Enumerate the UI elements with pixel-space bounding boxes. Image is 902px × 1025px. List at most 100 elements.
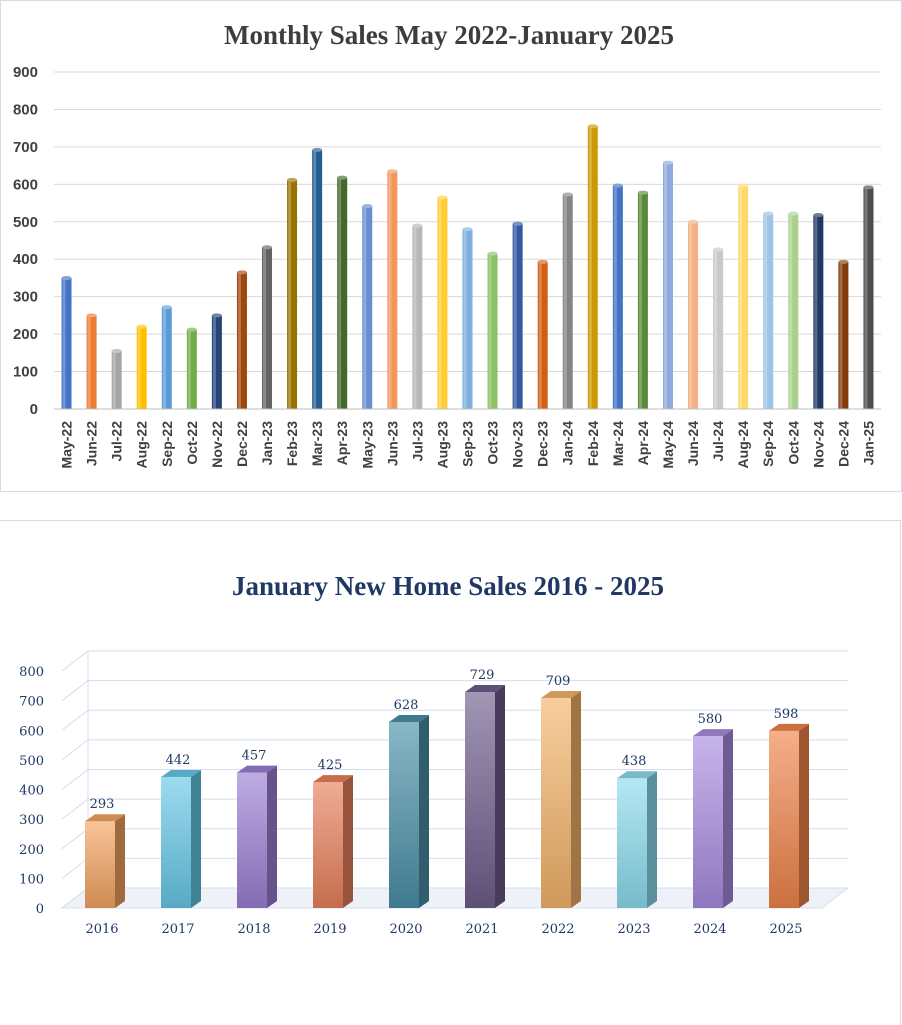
bar	[512, 221, 523, 409]
bar-highlight	[313, 149, 317, 409]
bar-face	[662, 162, 673, 409]
data-label: 729	[470, 668, 495, 683]
x-tick-label: Apr-23	[334, 421, 350, 466]
bar-face	[763, 213, 774, 409]
bar-face	[61, 277, 72, 409]
bar	[61, 275, 72, 409]
x-axis-ticks: 2016 2017 2018 2019 2020 2021 2022 2023 2024 2025	[85, 922, 802, 937]
bar-cap	[612, 183, 623, 188]
bar	[85, 814, 125, 908]
bar-top	[465, 685, 505, 693]
bar-side	[723, 729, 733, 908]
bar-side	[495, 685, 505, 908]
y-tick-label: 700	[13, 139, 38, 156]
bar	[161, 305, 172, 409]
bar	[312, 147, 323, 409]
bar-cap	[211, 313, 222, 318]
x-tick-label: Sep-22	[159, 421, 175, 467]
bar-side	[191, 770, 201, 908]
bar-face	[688, 221, 699, 409]
bar-cap	[838, 259, 849, 264]
bar	[562, 192, 573, 409]
bar-face	[186, 329, 197, 409]
bar-highlight	[689, 221, 693, 409]
data-label: 598	[774, 707, 799, 722]
bar-face	[713, 249, 724, 409]
x-tick-label: Feb-24	[585, 421, 601, 466]
x-tick-label: May-23	[359, 421, 375, 469]
bar-cap	[713, 247, 724, 252]
bars	[85, 685, 809, 908]
bar	[337, 175, 348, 409]
y-tick-label: 400	[19, 784, 44, 799]
y-tick-label: 600	[13, 176, 38, 193]
bar-top	[313, 775, 353, 783]
bar-cap	[662, 160, 673, 165]
bar	[617, 771, 657, 908]
bar-highlight	[438, 197, 442, 409]
bar	[462, 227, 473, 409]
bar-highlight	[87, 315, 91, 409]
bar-cap	[86, 313, 97, 318]
y-tick-label: 800	[19, 665, 44, 680]
bar-cap	[512, 221, 523, 226]
bar	[587, 124, 598, 410]
bar-highlight	[62, 277, 66, 409]
x-tick-label: Nov-23	[510, 421, 526, 468]
data-label: 438	[622, 754, 647, 769]
bar-highlight	[839, 261, 843, 409]
bar	[437, 195, 448, 409]
x-tick-label: Aug-24	[735, 421, 751, 469]
bar-side	[799, 723, 809, 908]
bar-cap	[186, 327, 197, 332]
bar	[763, 211, 774, 409]
bar	[487, 251, 498, 409]
x-tick-label: Aug-22	[134, 421, 150, 469]
bar	[769, 723, 809, 908]
bar-cap	[537, 259, 548, 264]
grid-line	[61, 680, 848, 702]
bar-face	[838, 261, 849, 409]
bar-cap	[562, 192, 573, 197]
january-sales-chart: January New Home Sales 2016 - 2025 0 100 2…	[19, 571, 850, 937]
bar-side	[267, 765, 277, 908]
bar	[541, 690, 581, 908]
x-tick-label: 2024	[693, 922, 726, 937]
x-tick-label: Dec-24	[835, 421, 851, 467]
bar-face	[693, 736, 723, 908]
bar-cap	[688, 219, 699, 224]
x-tick-label: May-22	[59, 421, 75, 469]
data-label: 457	[242, 749, 267, 764]
bar-cap	[111, 348, 122, 353]
bar-highlight	[814, 215, 818, 409]
bar-highlight	[663, 162, 667, 409]
data-label: 425	[318, 758, 343, 773]
bar-highlight	[638, 192, 642, 409]
bar-face	[86, 315, 97, 409]
x-tick-label: Jul-23	[409, 421, 425, 462]
x-tick-label: Nov-22	[209, 421, 225, 468]
bar	[236, 270, 247, 409]
y-tick-label: 400	[13, 251, 38, 268]
january-sales-chart-panel: January New Home Sales 2016 - 2025 0 100 2…	[0, 520, 901, 1025]
x-tick-label: 2016	[85, 922, 118, 937]
bar-highlight	[563, 194, 567, 409]
x-tick-label: Apr-24	[635, 421, 651, 466]
x-tick-label: 2018	[237, 922, 270, 937]
bar-highlight	[212, 315, 216, 409]
bar-top	[769, 723, 809, 731]
bar-face	[362, 206, 373, 409]
y-tick-label: 200	[13, 326, 38, 343]
data-label: 442	[166, 753, 191, 768]
bar-cap	[236, 270, 247, 275]
x-tick-label: Oct-22	[184, 421, 200, 465]
y-tick-label: 600	[19, 724, 44, 739]
bar	[688, 219, 699, 409]
bar-side	[115, 814, 125, 908]
bar-face	[211, 315, 222, 409]
y-tick-label: 500	[13, 214, 38, 231]
bar-top	[161, 770, 201, 778]
bar-cap	[362, 204, 373, 209]
bar-face	[136, 326, 147, 409]
monthly-sales-chart: Monthly Sales May 2022-January 2025 0 100…	[13, 20, 881, 469]
